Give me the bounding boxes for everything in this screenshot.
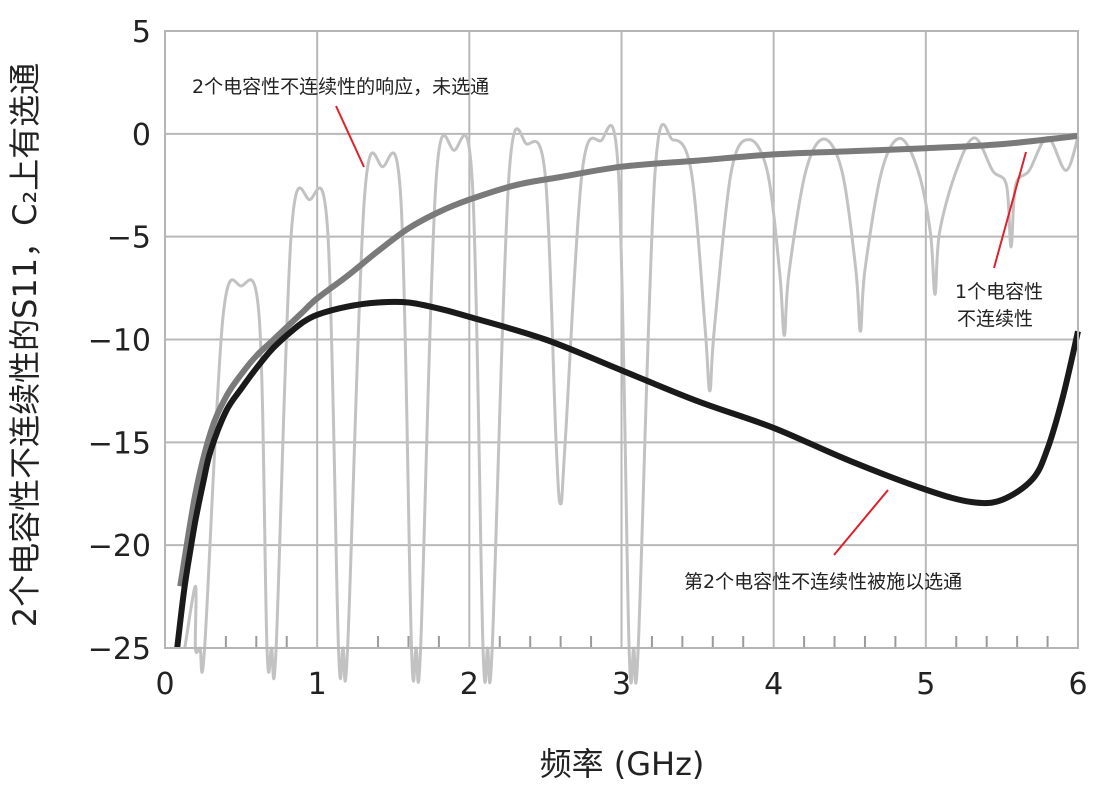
series-gated-line [174, 298, 1081, 649]
y-tick-label: 5 [132, 15, 151, 50]
annotation-ungated-leader [335, 105, 365, 168]
annotation-single-leader [993, 151, 1027, 269]
plot-frame [164, 30, 1079, 649]
annotation-gated-label: 第2个电容性不连续性被施以选通 [684, 571, 962, 593]
y-tick-label: −5 [107, 221, 151, 256]
x-tick-label: 3 [612, 667, 631, 702]
x-tick-label: 2 [460, 667, 479, 702]
x-tick-label: 6 [1068, 667, 1087, 702]
tick-labels: 0 1 2 3 4 5 6 5 0 −5 −10 −15 −20 −25 [88, 15, 1088, 702]
series-ungated-line [183, 122, 1080, 685]
minor-ticks [194, 636, 1049, 648]
annotation-ungated: 2个电容性不连续性的响应，未选通 [192, 76, 489, 168]
y-axis-title: 2个电容性不连续性的S11，C₂上有选通 [6, 63, 44, 628]
y-tick-label: −10 [88, 324, 151, 359]
annotation-gated-leader [833, 489, 889, 556]
x-axis-title: 频率 (GHz) [540, 745, 705, 783]
annotation-ungated-label: 2个电容性不连续性的响应，未选通 [192, 76, 489, 98]
x-tick-label: 4 [764, 667, 783, 702]
series-layer [174, 122, 1081, 685]
y-tick-label: −15 [88, 426, 151, 461]
x-tick-label: 5 [916, 667, 935, 702]
annotation-gated: 第2个电容性不连续性被施以选通 [684, 489, 962, 593]
y-tick-label: 0 [132, 118, 151, 153]
annotation-single-label-line2: 不连续性 [957, 308, 1033, 330]
annotation-single-label-line1: 1个电容性 [955, 281, 1043, 303]
y-tick-label: −20 [88, 529, 151, 564]
y-tick-label: −25 [88, 632, 151, 667]
grid [164, 30, 1079, 649]
annotation-single: 1个电容性 不连续性 [955, 151, 1043, 330]
x-tick-label: 1 [308, 667, 327, 702]
x-tick-label: 0 [155, 667, 174, 702]
series-single-line [177, 132, 1079, 587]
